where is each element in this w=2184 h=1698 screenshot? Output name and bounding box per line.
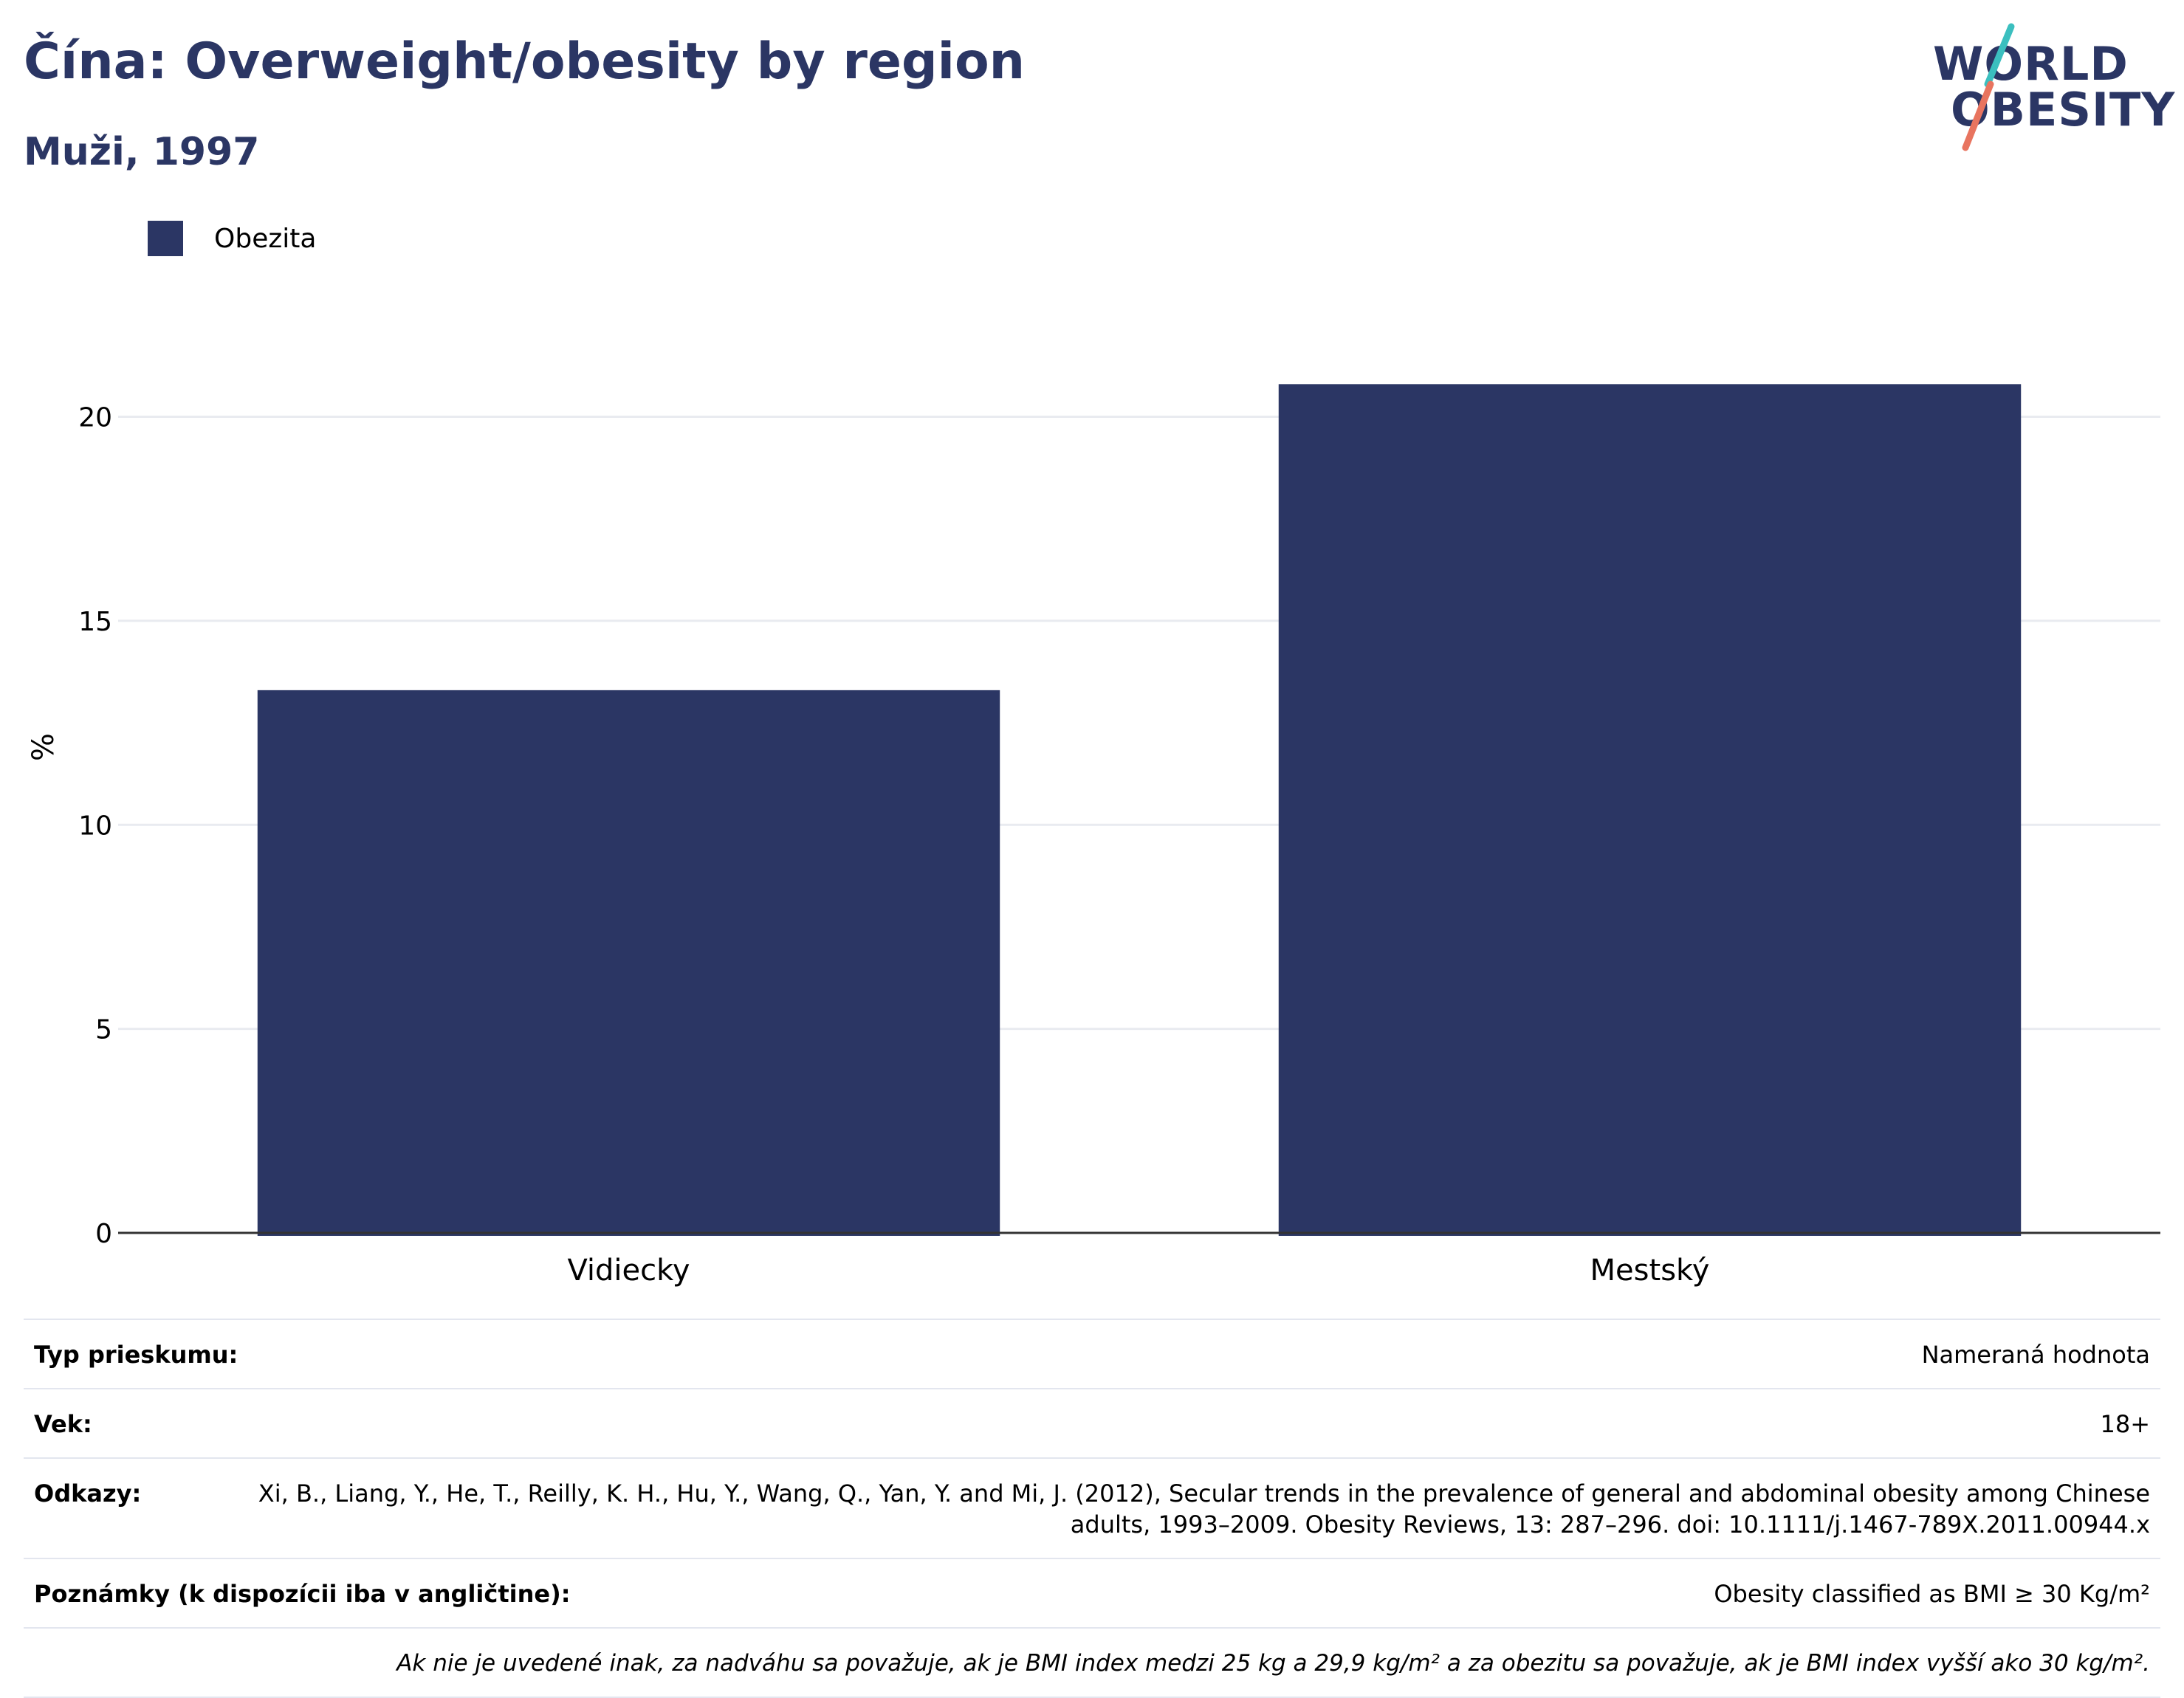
chart-subtitle: Muži, 1997 [24,130,260,174]
info-row-age: Vek: 18+ [24,1389,2160,1459]
info-key-notes: Poznámky (k dispozícii iba v angličtine)… [34,1580,571,1608]
world-obesity-logo: WORLD OBESITY [1920,22,2174,155]
info-value-notes: Obesity classified as BMI ≥ 30 Kg/m² [1714,1580,2150,1608]
info-value-age: 18+ [2100,1410,2150,1438]
info-table: Typ prieskumu: Nameraná hodnota Vek: 18+… [24,1319,2160,1698]
info-footnote: Ak nie je uvedené inak, za nadváhu sa po… [24,1629,2160,1698]
y-tick-label-15: 15 [78,607,112,637]
info-key-survey-type: Typ prieskumu: [34,1341,238,1369]
info-key-references: Odkazy: [34,1479,142,1508]
bar-urban [1278,384,2022,1236]
y-tick-label-0: 0 [95,1219,112,1249]
info-value-references: Xi, B., Liang, Y., He, T., Reilly, K. H.… [258,1479,2150,1539]
y-tick-label-10: 10 [78,811,112,841]
x-tick-label-rural: Vidiecky [567,1254,690,1288]
y-tick-label-5: 5 [95,1015,112,1045]
logo-slash-icon [1962,23,2015,151]
logo-line-1: WORLD [1933,37,2129,91]
x-tick-label-urban: Mestský [1590,1254,1710,1288]
info-value-survey-type: Nameraná hodnota [1921,1341,2150,1369]
bar-chart: 0 5 10 15 20% Vidiecky Mestský [27,384,2160,1288]
info-key-age: Vek: [34,1410,92,1438]
legend-label-obezita: Obezita [214,223,317,254]
info-row-notes: Poznámky (k dispozícii iba v angličtine)… [24,1559,2160,1629]
info-row-references: Odkazy: Xi, B., Liang, Y., He, T., Reill… [24,1459,2160,1559]
bar-rural [257,690,1000,1236]
chart-legend: Obezita [148,220,316,257]
info-row-survey-type: Typ prieskumu: Nameraná hodnota [24,1320,2160,1389]
y-tick-label-20: 20 [78,403,112,433]
y-axis-label: % [27,733,61,761]
chart-title: Čína: Overweight/obesity by region [24,32,1026,91]
legend-swatch-obezita [148,221,183,256]
